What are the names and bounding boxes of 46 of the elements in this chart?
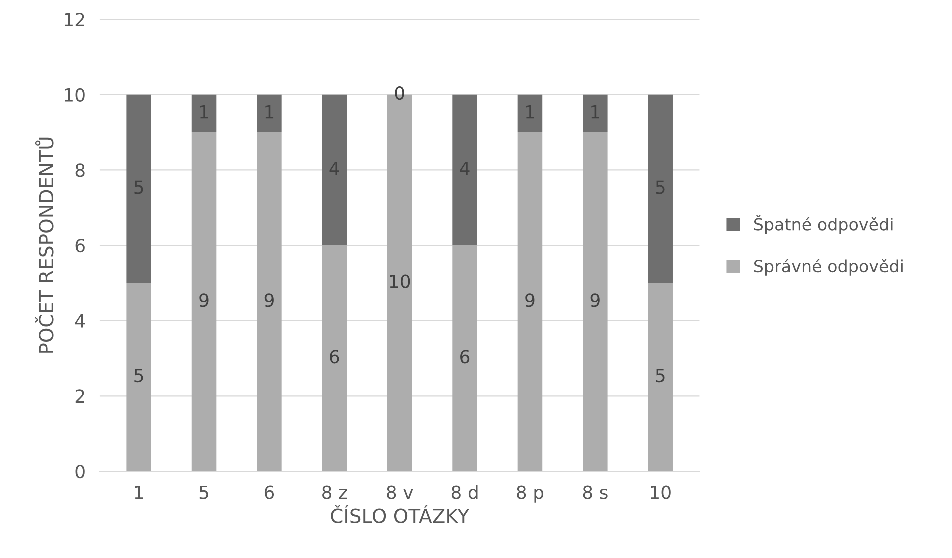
x-tick-label: 1 (135, 486, 144, 500)
x-tick-label: 8 d (452, 485, 478, 500)
y-tick-label: 2 (76, 390, 84, 404)
bar (518, 132, 543, 472)
bar (257, 132, 282, 472)
data-label: 10 (390, 274, 410, 288)
bar (452, 246, 478, 472)
bar (322, 246, 348, 472)
bar (583, 94, 608, 133)
y-tick-label: 4 (75, 314, 86, 328)
data-label: 5 (134, 369, 144, 383)
y-tick-label: 0 (76, 464, 85, 479)
bar (192, 132, 217, 472)
data-label: 5 (656, 369, 665, 383)
y-tick-label: 10 (65, 88, 85, 102)
bar (583, 132, 608, 472)
data-label: 6 (460, 350, 470, 364)
bar (126, 283, 152, 472)
data-label: 9 (200, 294, 209, 308)
bar (452, 94, 478, 246)
bar (648, 94, 673, 284)
x-tick-label: 6 (264, 486, 274, 500)
x-tick-label: 8 s (583, 486, 608, 500)
data-label: 9 (264, 294, 274, 308)
data-label: 9 (590, 294, 600, 308)
data-label: 6 (330, 350, 340, 364)
x-axis-title: ČÍSLO OTÁZKY (331, 505, 470, 524)
y-tick-label: 12 (65, 12, 84, 26)
bar (192, 94, 217, 133)
x-tick-label: 8 p (517, 486, 544, 503)
bar (518, 94, 543, 133)
bar (648, 283, 673, 472)
legend-label: Špatné odpovědi (754, 215, 893, 234)
x-tick-label: 8 v (387, 486, 414, 500)
y-tick-label: 6 (76, 238, 85, 253)
legend-label: Správné odpovědi (754, 259, 903, 276)
data-label: 0 (395, 86, 404, 100)
data-label: 9 (526, 294, 535, 308)
bar (322, 94, 348, 246)
y-axis-title: POČET RESPONDENTŮ (35, 138, 54, 353)
x-tick-label: 10 (651, 486, 671, 500)
bar (126, 94, 152, 284)
x-tick-label: 8 z (322, 486, 348, 500)
x-tick-label: 5 (200, 486, 208, 500)
y-tick-label: 8 (76, 164, 85, 178)
bar (257, 94, 282, 133)
